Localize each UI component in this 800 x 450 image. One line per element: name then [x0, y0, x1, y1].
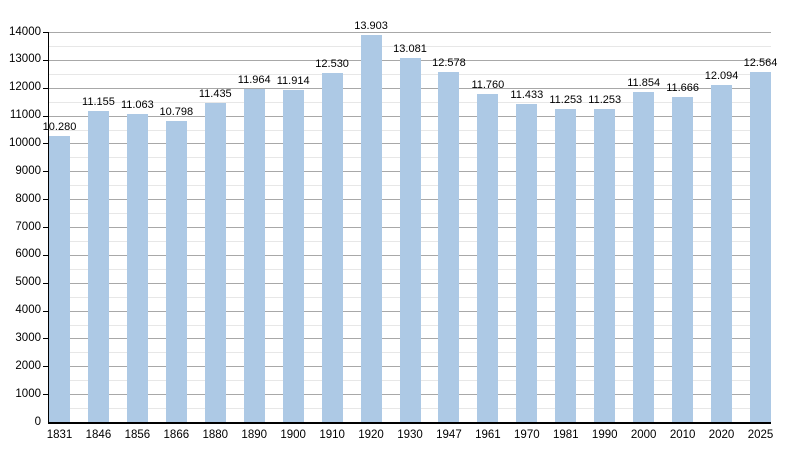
- x-axis-labels: 1831 1846 1856 1866 1880 1890 1900 1910 1920 1930…: [47, 32, 774, 441]
- y-axis-tick: [43, 171, 49, 173]
- bar: 11.433: [510, 89, 543, 422]
- x-axis-tick-label: 1880: [202, 429, 229, 441]
- y-axis: 0 1000 2000 3000 4000 5000 6000 7000 8000 9000 100…: [9, 26, 771, 428]
- y-axis-tick: [43, 310, 49, 312]
- y-axis-tick: [43, 394, 49, 396]
- bar: 11.964: [238, 74, 271, 422]
- x-axis-tick-label: 1856: [124, 429, 151, 441]
- plot-area: 0 1000 2000 3000 4000 5000 6000 7000 8000 9000 100…: [9, 20, 777, 441]
- x-axis-tick-label: 1831: [46, 429, 73, 441]
- bar-value-label: 12.578: [432, 56, 466, 69]
- y-axis-tick: [43, 59, 49, 61]
- x-axis-tick-label: 1866: [163, 429, 190, 441]
- bar-value-label: 11.155: [82, 96, 115, 109]
- bar-value-label: 13.081: [393, 42, 427, 55]
- y-axis-tick-label: 12000: [9, 81, 41, 94]
- bar-value-label: 10.798: [159, 106, 194, 119]
- bar: 12.530: [315, 58, 349, 422]
- y-axis-tick-label: 13000: [9, 53, 41, 66]
- bar: 11.063: [121, 99, 154, 422]
- y-axis-tick-label: 2000: [15, 359, 41, 372]
- bar-value-label: 11.063: [120, 98, 154, 111]
- y-axis-tick-label: 8000: [15, 192, 41, 205]
- x-axis-tick-label: 1900: [280, 429, 306, 441]
- bar-value-label: 12.094: [704, 70, 739, 83]
- y-axis-tick-label: 5000: [15, 276, 41, 289]
- bar-value-label: 11.433: [510, 88, 544, 101]
- bar: 12.564: [744, 57, 777, 422]
- x-axis-tick-label: 1947: [436, 429, 462, 441]
- y-axis-tick: [43, 366, 49, 368]
- bar-value-label: 12.564: [743, 57, 778, 70]
- x-axis-tick-label: 1970: [514, 429, 540, 441]
- bar-value-label: 11.435: [198, 88, 232, 101]
- bar-value-label: 12.530: [315, 57, 349, 70]
- y-axis-tick-label: 1000: [15, 387, 41, 400]
- bar: 11.253: [549, 94, 582, 422]
- bar: 12.094: [705, 70, 738, 422]
- y-axis-tick: [43, 338, 49, 340]
- y-axis-tick: [43, 282, 49, 284]
- y-axis-tick-label: 6000: [15, 248, 41, 261]
- gridline-minor: [49, 45, 771, 47]
- y-axis-tick-label: 4000: [15, 304, 41, 317]
- bar-value-label: 11.854: [627, 76, 661, 89]
- gridline-major: [49, 32, 771, 33]
- y-axis-tick-label: 10000: [9, 136, 41, 149]
- bar: 11.155: [82, 96, 115, 422]
- y-axis-tick-label: 3000: [15, 331, 41, 344]
- bar-value-label: 11.760: [471, 79, 505, 92]
- x-axis-tick-label: 1920: [358, 429, 384, 441]
- bar: 13.081: [393, 43, 427, 422]
- y-axis-tick-label: 14000: [9, 25, 41, 38]
- bar: 10.280: [43, 121, 76, 422]
- bar-value-label: 11.666: [666, 82, 700, 95]
- x-axis-tick-label: 1981: [552, 429, 579, 441]
- x-axis-tick-label: 2000: [630, 429, 657, 441]
- x-axis-tick-label: 1961: [475, 429, 501, 441]
- bar: 11.854: [627, 77, 660, 422]
- y-axis-tick: [43, 199, 49, 201]
- x-axis-tick-label: 1990: [591, 429, 618, 441]
- y-axis-tick-label: 9000: [15, 164, 41, 177]
- y-axis-tick: [43, 32, 49, 33]
- y-axis-tick: [43, 143, 49, 145]
- bar: 11.760: [471, 79, 504, 422]
- y-axis-tick: [43, 227, 49, 228]
- bar: 12.578: [432, 57, 466, 422]
- y-axis-tick-label: 11000: [9, 109, 41, 122]
- x-axis-tick-label: 2020: [708, 429, 735, 441]
- bar: 11.666: [666, 82, 699, 422]
- y-axis-tick: [43, 254, 49, 256]
- bar-value-label: 10.280: [42, 120, 77, 133]
- y-axis-tick: [43, 87, 49, 89]
- x-axis-tick-label: 1846: [85, 429, 112, 441]
- x-axis-tick-label: 1910: [319, 429, 345, 441]
- bar-value-label: 11.964: [237, 73, 271, 86]
- bar-value-label: 11.914: [276, 75, 310, 88]
- x-axis-tick-label: 1930: [397, 429, 423, 441]
- y-axis-tick-label: 0: [34, 415, 41, 428]
- y-axis-tick: [43, 115, 49, 117]
- bar: 11.914: [277, 75, 310, 422]
- y-axis-tick-label: 7000: [15, 220, 41, 233]
- bars-layer: 10.280 11.155 11.063 10.798 11.435 11.964 11.9…: [43, 20, 777, 422]
- bar-value-label: 13.903: [354, 19, 388, 32]
- bar: 11.253: [588, 94, 621, 422]
- x-axis-tick-label: 2010: [669, 429, 696, 441]
- x-axis-tick-label: 1890: [241, 429, 268, 441]
- bar: 13.903: [354, 20, 388, 422]
- bar: 11.435: [199, 88, 232, 422]
- bar-value-label: 11.253: [588, 93, 622, 106]
- bar: 10.798: [160, 106, 193, 422]
- bar-value-label: 11.253: [549, 93, 583, 106]
- x-axis-tick-label: 2025: [747, 429, 774, 441]
